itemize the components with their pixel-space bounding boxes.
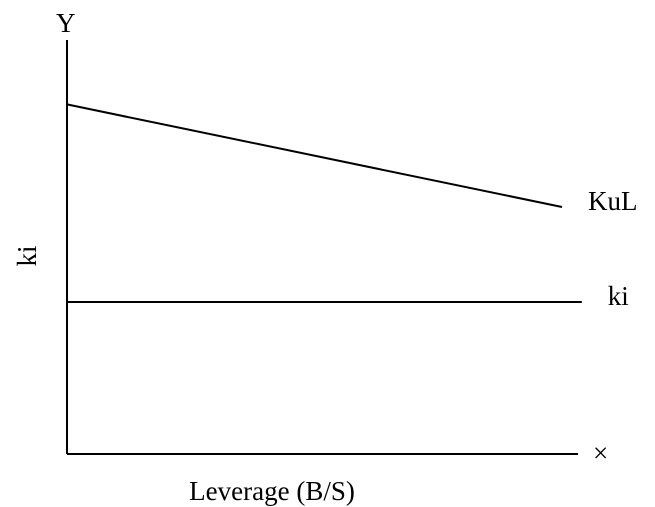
x-axis-title: Leverage (B/S)	[189, 476, 355, 506]
series-label-ki: ki	[608, 281, 629, 311]
series-label-kul: KuL	[588, 186, 638, 216]
series-line-kul	[66, 103, 563, 208]
y-axis-title: ki	[12, 245, 42, 266]
series-labels: KuL ki	[588, 186, 638, 311]
x-axis-end-label: ×	[593, 438, 608, 468]
y-axis-end-label: Y	[56, 8, 76, 38]
series-layer	[66, 103, 582, 303]
axes	[66, 40, 578, 455]
